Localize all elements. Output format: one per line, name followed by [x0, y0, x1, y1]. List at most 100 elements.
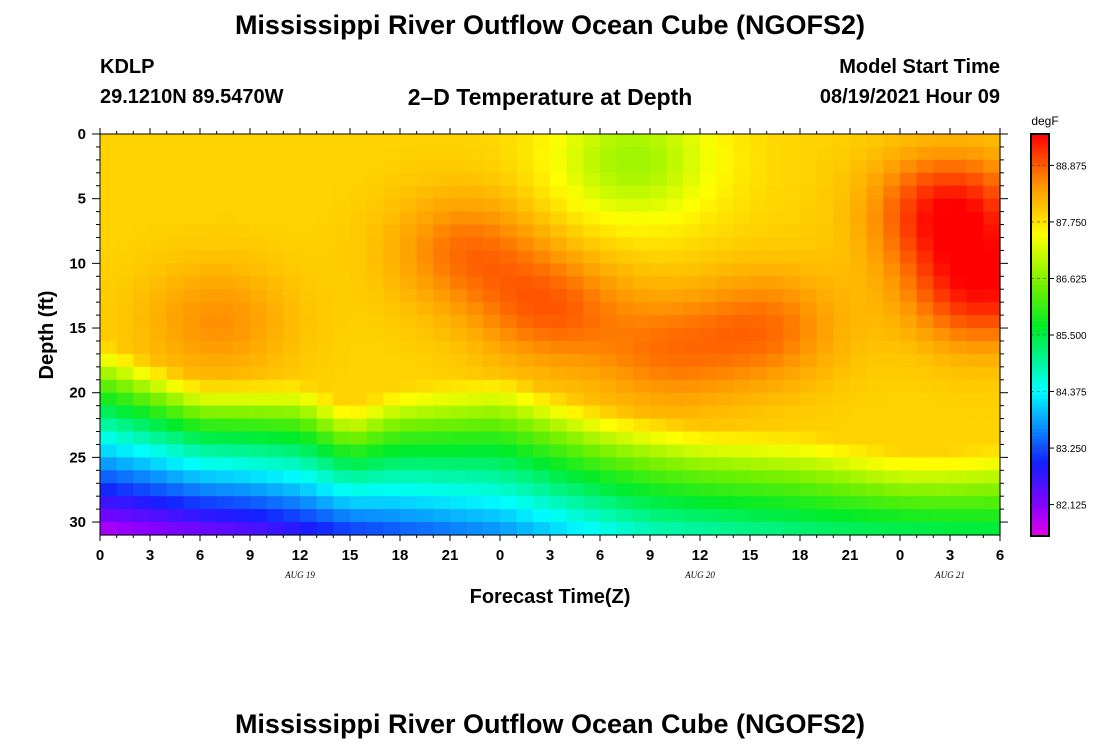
heatmap-cell	[616, 211, 634, 226]
heatmap-cell	[300, 276, 318, 290]
heatmap-cell	[950, 289, 968, 303]
heatmap-cell	[900, 483, 918, 497]
heatmap-cell	[516, 366, 534, 381]
heatmap-cell	[300, 431, 318, 446]
heatmap-cell	[783, 496, 801, 510]
heatmap-cell	[600, 263, 618, 277]
heatmap-cell	[983, 340, 1001, 355]
heatmap-cell	[366, 250, 384, 264]
heatmap-cell	[900, 211, 918, 226]
y-tick-label: 15	[69, 320, 86, 337]
heatmap-cell	[733, 276, 751, 290]
heatmap-cell	[466, 522, 484, 536]
heatmap-cell	[550, 315, 568, 329]
heatmap-cell	[216, 302, 234, 316]
x-tick-label: 21	[842, 547, 859, 564]
heatmap-cell	[933, 250, 951, 264]
heatmap-cell	[983, 379, 1001, 394]
heatmap-cell	[700, 289, 718, 303]
colorbar-segment	[1031, 274, 1049, 279]
heatmap-cell	[716, 134, 734, 148]
heatmap-cell	[716, 159, 734, 174]
heatmap-cell	[400, 289, 418, 303]
colorbar-segment	[1031, 408, 1049, 413]
heatmap-cell	[316, 224, 334, 239]
heatmap-cell	[466, 250, 484, 264]
heatmap-cell	[966, 340, 984, 355]
heatmap-cell	[233, 211, 251, 226]
heatmap-cell	[700, 496, 718, 510]
heatmap-cell	[700, 211, 718, 226]
heatmap-cell	[366, 483, 384, 497]
heatmap-cell	[266, 340, 284, 355]
heatmap-cell	[866, 276, 884, 290]
colorbar-segment	[1031, 157, 1049, 162]
colorbar-segment	[1031, 224, 1049, 229]
heatmap-cell	[550, 198, 568, 213]
y-tick-label: 5	[78, 191, 86, 208]
heatmap-cell	[516, 146, 534, 161]
heatmap-cell	[416, 276, 434, 290]
heatmap-cell	[650, 340, 668, 355]
heatmap-cell	[450, 146, 468, 161]
heatmap-cell	[516, 289, 534, 303]
colorbar-segment	[1031, 177, 1049, 182]
colorbar-segment	[1031, 160, 1049, 165]
heatmap-cell	[450, 159, 468, 174]
heatmap-cell	[400, 483, 418, 497]
heatmap-cell	[466, 431, 484, 446]
heatmap-cell	[183, 172, 201, 187]
heatmap-cell	[700, 237, 718, 252]
heatmap-cell	[733, 224, 751, 239]
heatmap-cell	[800, 237, 818, 252]
heatmap-cell	[400, 315, 418, 329]
heatmap-cell	[550, 340, 568, 355]
heatmap-cell	[700, 250, 718, 264]
colorbar-segment	[1031, 214, 1049, 219]
heatmap-cell	[150, 134, 168, 148]
heatmap-cell	[700, 522, 718, 536]
heatmap-cell	[833, 457, 851, 471]
heatmap-cell	[600, 496, 618, 510]
heatmap-cell	[383, 366, 401, 381]
heatmap-cell	[283, 353, 301, 368]
heatmap-cell	[233, 444, 251, 458]
heatmap-cell	[983, 457, 1001, 471]
heatmap-cell	[416, 328, 434, 342]
heatmap-cell	[450, 250, 468, 264]
heatmap-cell	[833, 263, 851, 277]
heatmap-cell	[283, 457, 301, 471]
date-label: AUG 20	[684, 570, 715, 580]
heatmap-cell	[750, 276, 768, 290]
heatmap-cell	[250, 276, 268, 290]
heatmap-cell	[533, 392, 551, 407]
heatmap-cell	[366, 496, 384, 510]
heatmap-cell	[283, 237, 301, 252]
heatmap-cell	[433, 431, 451, 446]
heatmap-cell	[783, 289, 801, 303]
heatmap-cell	[400, 263, 418, 277]
heatmap-cell	[883, 522, 901, 536]
heatmap-cell	[566, 263, 584, 277]
heatmap-cell	[800, 289, 818, 303]
heatmap-cell	[266, 509, 284, 523]
heatmap-cell	[833, 198, 851, 213]
heatmap-cell	[950, 224, 968, 239]
colorbar-segment	[1031, 187, 1049, 192]
heatmap-cell	[616, 263, 634, 277]
heatmap-cell	[483, 444, 501, 458]
heatmap-cell	[633, 185, 651, 200]
heatmap-cell	[333, 353, 351, 368]
colorbar-segment	[1031, 422, 1049, 427]
heatmap-cell	[783, 172, 801, 187]
heatmap-cell	[333, 392, 351, 407]
heatmap-cell	[766, 366, 784, 381]
heatmap-cell	[883, 211, 901, 226]
heatmap-cell	[783, 444, 801, 458]
heatmap-cell	[866, 522, 884, 536]
heatmap-cell	[733, 444, 751, 458]
heatmap-cell	[600, 483, 618, 497]
heatmap-cell	[350, 366, 368, 381]
heatmap-cell	[733, 250, 751, 264]
heatmap-cell	[766, 328, 784, 342]
